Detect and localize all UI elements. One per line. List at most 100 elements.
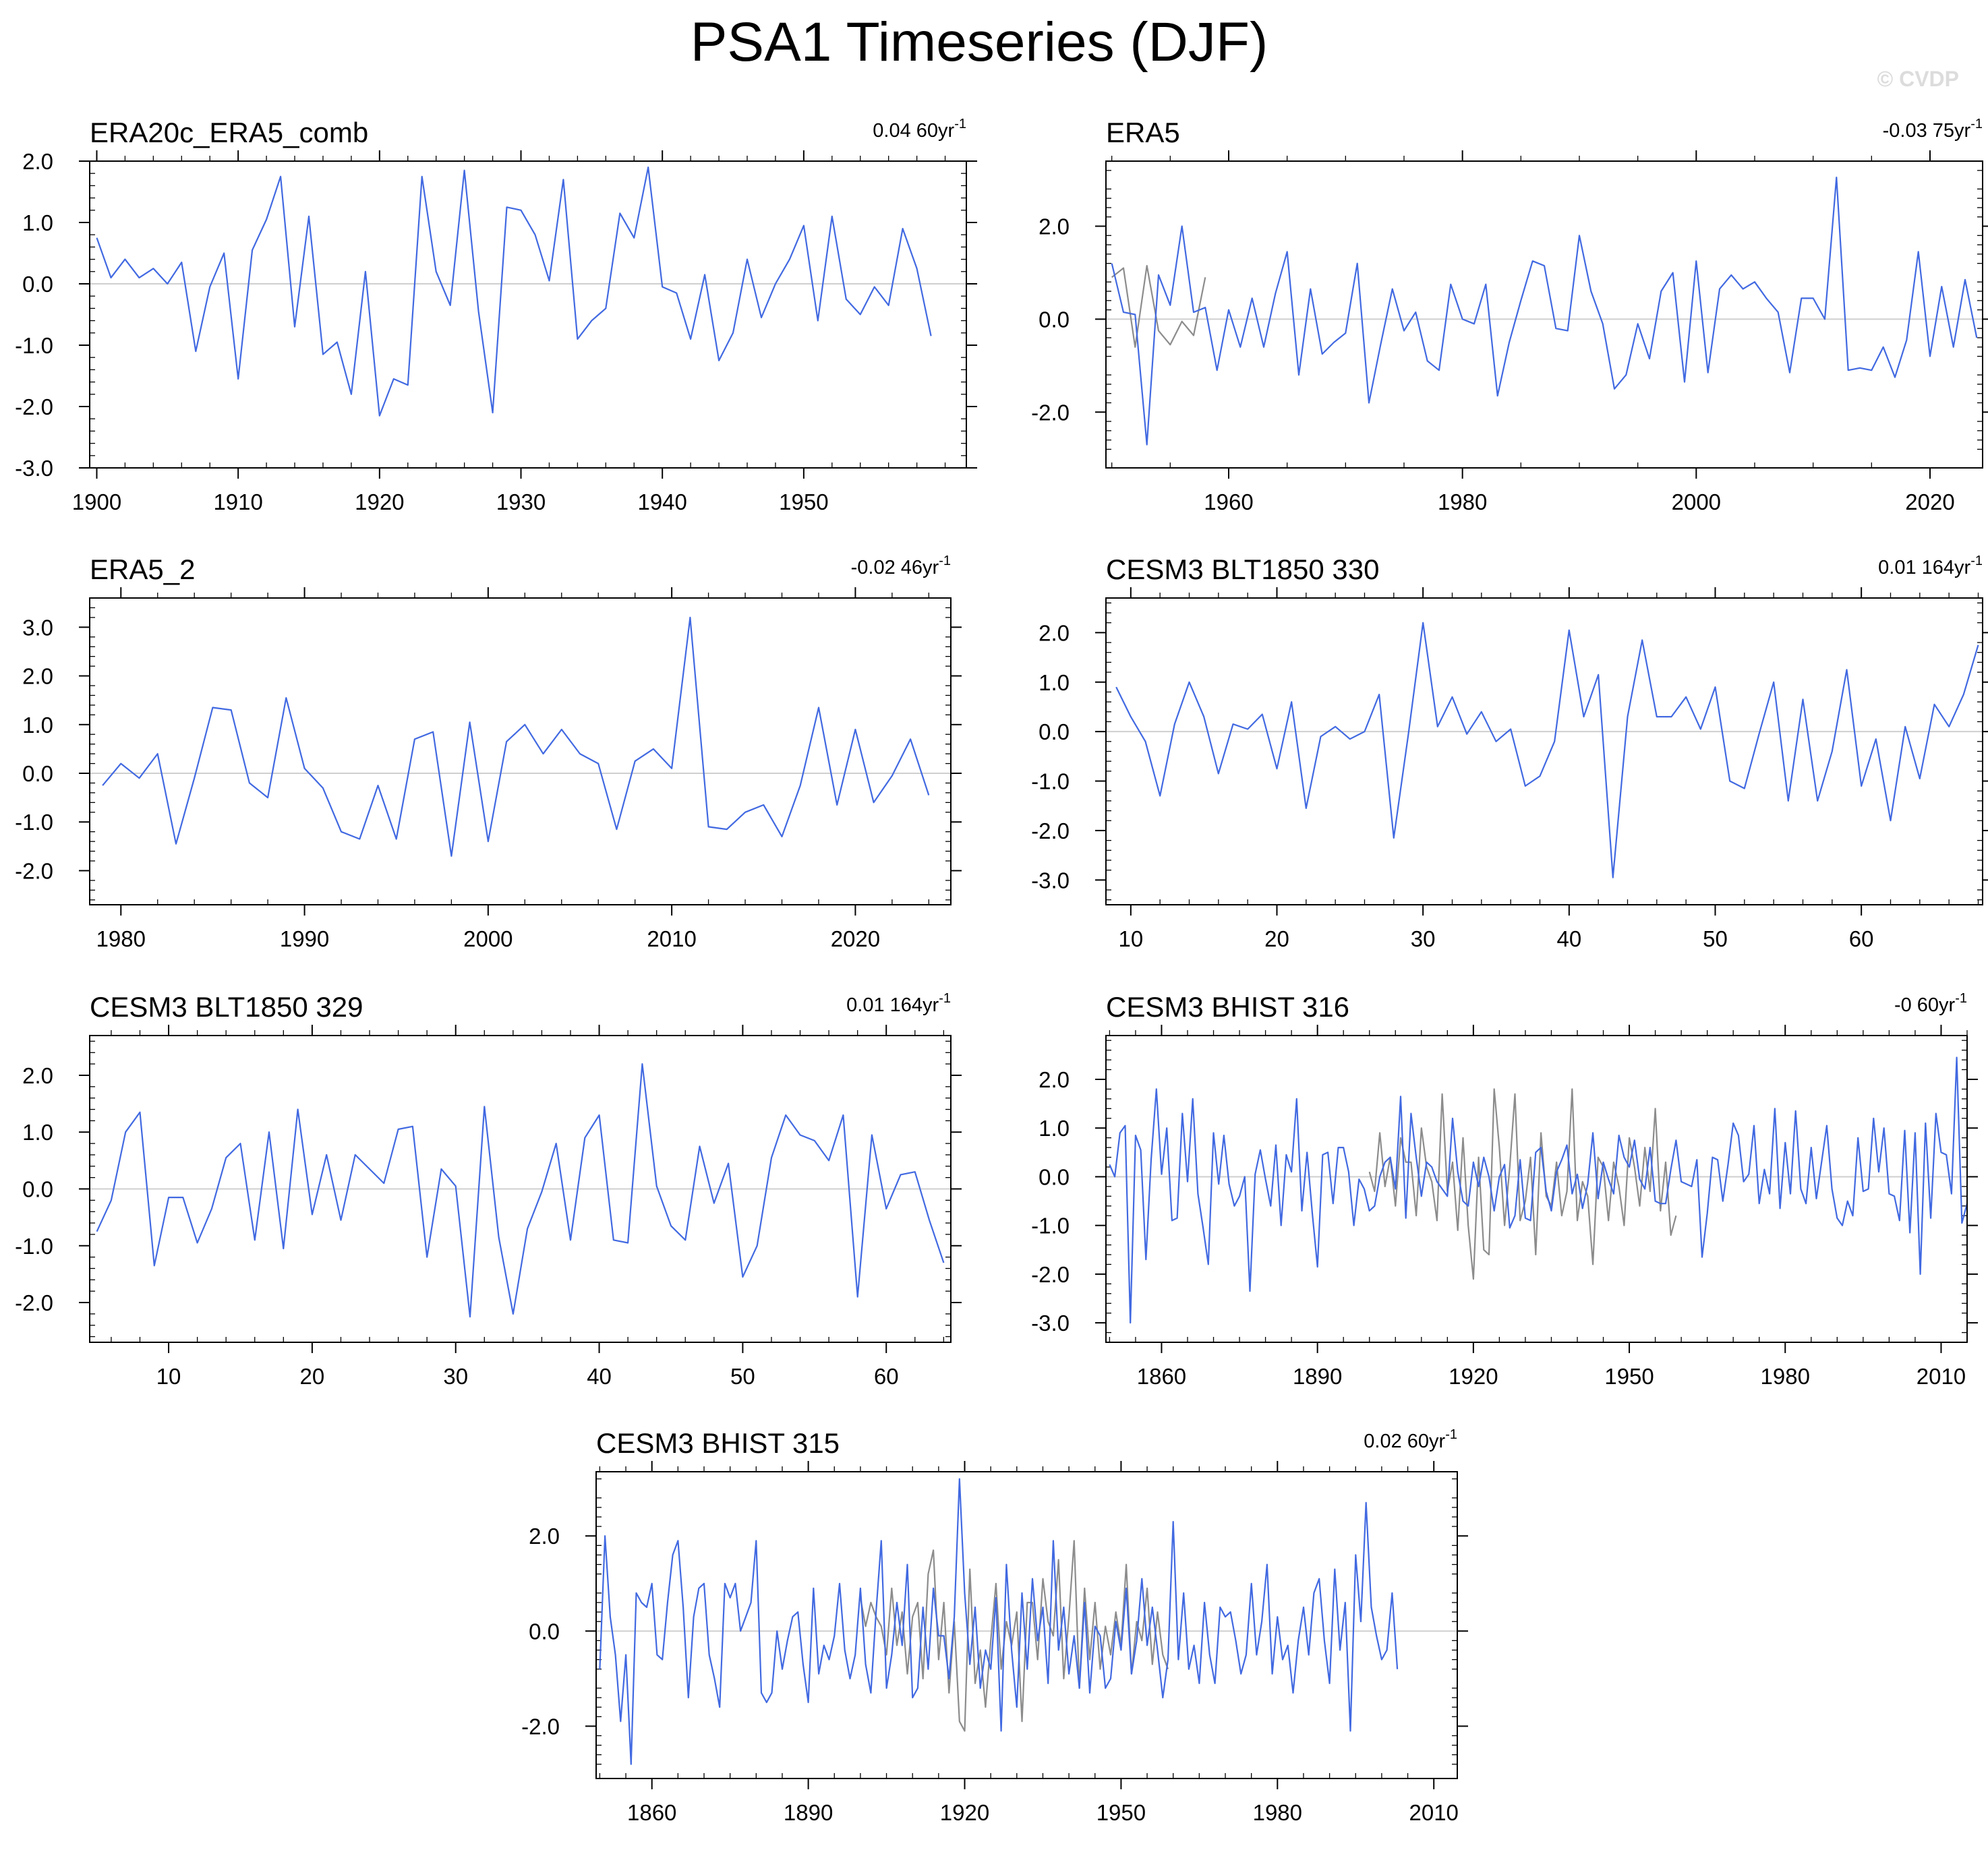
x-tick-label: 1890 [784,1800,833,1825]
panel-title: CESM3 BHIST 316 [1106,991,1349,1023]
x-tick-label: 1950 [779,489,828,514]
panel-title: CESM3 BHIST 315 [596,1427,840,1459]
y-tick-label: 0.0 [1039,307,1070,332]
series-line-psa1 [102,616,930,857]
cvdp-watermark: © CVDP [1877,67,1959,91]
x-tick-label: 20 [300,1364,325,1389]
panel-title: CESM3 BLT1850 329 [90,991,363,1023]
x-tick-label: 20 [1264,926,1289,951]
x-tick-label: 1920 [940,1800,989,1825]
trend-label: -0 60yr-1 [1894,991,1967,1016]
y-tick-label: -2.0 [15,394,53,419]
y-tick-label: 1.0 [1039,670,1070,695]
x-tick-label: 40 [587,1364,612,1389]
x-tick-label: 1960 [1204,489,1253,514]
x-tick-label: 1980 [1438,489,1487,514]
x-tick-label: 1910 [213,489,262,514]
y-tick-label: 2.0 [22,1063,53,1088]
trend-label: 0.02 60yr-1 [1364,1427,1457,1452]
series-line-psa1 [96,1063,945,1318]
trend-exponent: -1 [1970,554,1983,568]
figure-title: PSA1 Timeseries (DJF) [691,11,1268,73]
trend-text: 0.01 164yr [846,994,939,1016]
trend-label: 0.04 60yr-1 [873,117,966,142]
series-line-psa1 [599,1478,1399,1765]
plot-frame [1105,1035,1968,1343]
x-tick-label: 40 [1556,926,1581,951]
x-tick-label: 1940 [637,489,686,514]
trend-text: 0.04 60yr [873,120,954,142]
y-tick-label: 2.0 [22,664,53,689]
panel-era5: ERA5 -0.03 75yr-1 -2.0 0.0 2.0 1960 1980 2000 20… [1031,117,1988,514]
x-tick-label: 1920 [355,489,404,514]
y-tick-label: -2.0 [1031,400,1070,425]
y-tick-label: 2.0 [529,1524,560,1549]
y-tick-label: 3.0 [22,615,53,640]
x-tick-label: 2000 [1672,489,1721,514]
y-tick-label: -2.0 [1031,1262,1070,1287]
y-tick-label: -1.0 [15,1234,53,1259]
x-tick-label: 1920 [1449,1364,1498,1389]
y-tick-label: -1.0 [15,810,53,835]
y-tick-label: 1.0 [22,713,53,738]
y-tick-label: -2.0 [1031,818,1070,843]
y-tick-label: -1.0 [1031,1214,1070,1238]
x-tick-label: 60 [1849,926,1874,951]
panel-cesm3_bhist315: CESM3 BHIST 315 0.02 60yr-1 -2.0 0.0 2.0 1860… [521,1427,1468,1825]
trend-text: 0.02 60yr [1364,1431,1445,1452]
x-tick-label: 1890 [1293,1364,1342,1389]
y-tick-label: -3.0 [1031,868,1070,893]
panel-title: ERA20c_ERA5_comb [90,117,368,148]
x-tick-label: 2010 [1917,1364,1966,1389]
y-tick-label: 1.0 [22,1120,53,1145]
x-tick-label: 50 [730,1364,755,1389]
trend-text: -0.02 46yr [851,557,939,578]
x-tick-label: 1930 [496,489,546,514]
plot-frame [1105,597,1983,905]
x-tick-label: 1980 [1253,1800,1302,1825]
y-tick-label: -1.0 [1031,769,1070,794]
trend-text: 0.01 164yr [1878,557,1970,578]
panel-cesm3_bhist316: CESM3 BHIST 316 -0 60yr-1 -3.0 -2.0 -1.0 0.0 1… [1031,991,1978,1389]
y-tick-label: -3.0 [15,456,53,481]
series-line-psa1 [96,167,932,417]
series-line-overlay [1368,1088,1677,1280]
trend-label: -0.03 75yr-1 [1883,117,1983,142]
y-tick-label: 1.0 [1039,1116,1070,1141]
x-tick-label: 1980 [96,926,146,951]
y-tick-label: 0.0 [22,272,53,297]
y-tick-label: 0.0 [22,761,53,786]
y-tick-label: -2.0 [15,858,53,883]
x-tick-label: 2000 [463,926,513,951]
panel-cesm3_blt330: CESM3 BLT1850 330 0.01 164yr-1 -3.0 -2.0 -1.… [1031,554,1988,951]
y-tick-label: 1.0 [22,210,53,235]
trend-label: 0.01 164yr-1 [1878,554,1983,578]
trend-exponent: -1 [954,117,966,131]
x-tick-label: 1860 [627,1800,676,1825]
trend-exponent: -1 [1955,991,1967,1006]
trend-label: 0.01 164yr-1 [846,991,951,1016]
x-tick-label: 2020 [1905,489,1954,514]
panel-cesm3_blt329: CESM3 BLT1850 329 0.01 164yr-1 -2.0 -1.0 0.0… [15,991,962,1389]
x-tick-label: 30 [1411,926,1436,951]
x-tick-label: 1900 [72,489,121,514]
y-tick-label: -1.0 [15,333,53,358]
x-tick-label: 1950 [1604,1364,1654,1389]
plot-frame [595,1471,1458,1779]
series-line-psa1 [1109,1056,1967,1324]
plot-frame [89,597,952,905]
trend-exponent: -1 [939,554,951,568]
series-line-psa1 [1115,622,1979,878]
x-tick-label: 1990 [280,926,329,951]
x-tick-label: 1980 [1761,1364,1810,1389]
x-tick-label: 2010 [1409,1800,1459,1825]
y-tick-label: 2.0 [1039,1067,1070,1092]
y-tick-label: 2.0 [1039,214,1070,239]
trend-exponent: -1 [1445,1427,1457,1442]
x-tick-label: 50 [1703,926,1728,951]
y-tick-label: 2.0 [22,149,53,174]
x-tick-label: 10 [156,1364,181,1389]
series-line-overlay [1111,265,1206,348]
